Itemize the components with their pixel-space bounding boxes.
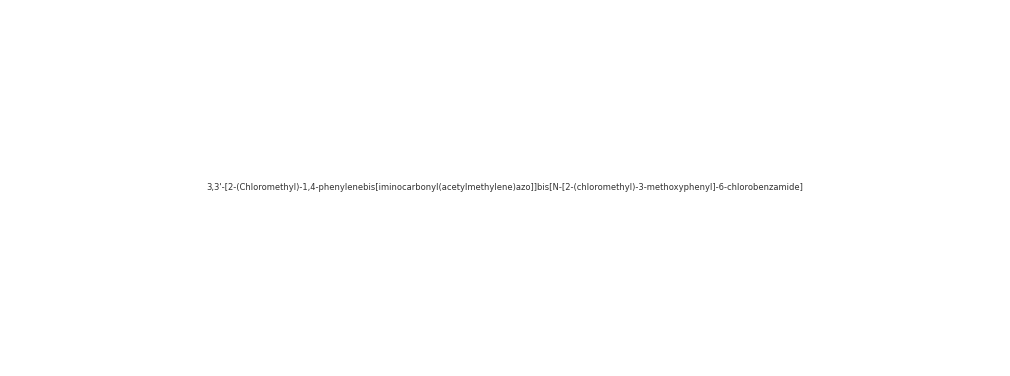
Text: 3,3'-[2-(Chloromethyl)-1,4-phenylenebis[iminocarbonyl(acetylmethylene)azo]]bis[N: 3,3'-[2-(Chloromethyl)-1,4-phenylenebis[…: [207, 183, 803, 193]
